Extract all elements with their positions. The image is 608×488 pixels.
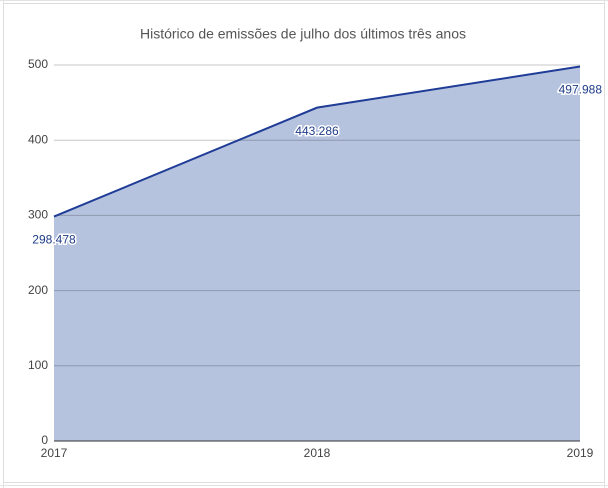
y-tick-label: 300 [28, 208, 48, 222]
chart-title: Histórico de emissões de julho dos últim… [140, 26, 466, 42]
y-tick-label: 100 [28, 358, 48, 372]
y-tick-label: 0 [41, 433, 48, 447]
area [54, 66, 580, 441]
x-tick-label: 2017 [41, 446, 68, 460]
data-label: 497.988 [559, 83, 603, 97]
line [53, 65, 581, 218]
data-label: 443.286 [295, 124, 339, 138]
y-tick-label: 200 [28, 283, 48, 297]
y-tick-label: 500 [28, 57, 48, 71]
x-tick-label: 2018 [304, 446, 331, 460]
y-tick-label: 400 [28, 132, 48, 146]
data-label: 298.478 [32, 233, 76, 247]
x-tick-label: 2019 [567, 446, 594, 460]
